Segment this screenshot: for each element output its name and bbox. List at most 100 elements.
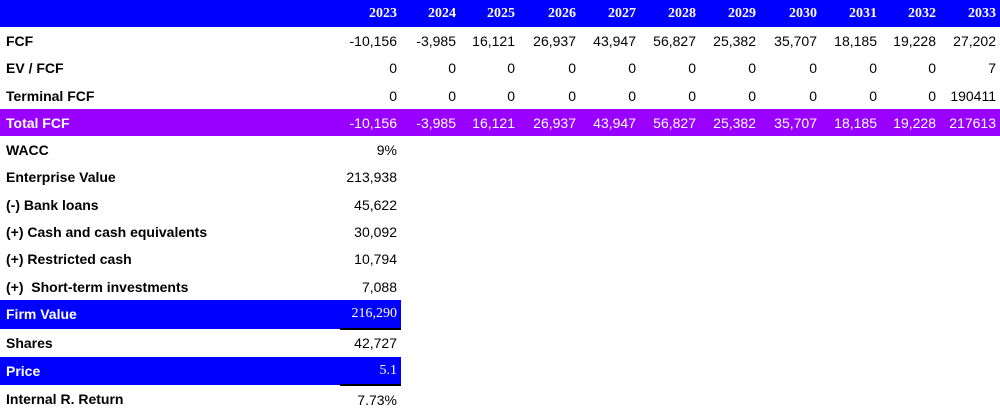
empty-cells xyxy=(401,218,1000,245)
value-cell[interactable]: 7.73% xyxy=(357,391,397,408)
restricted-cash-row: (+) Restricted cash 10,794 xyxy=(0,246,1000,273)
shares-row: Shares 42,727 xyxy=(0,329,1000,357)
empty-cells xyxy=(401,191,1000,218)
value-cell[interactable]: 7 xyxy=(988,60,996,77)
value-cell[interactable]: 0 xyxy=(628,87,636,104)
short-term-investments-row: (+) Short-term investments 7,088 xyxy=(0,273,1000,300)
value-cell[interactable]: 0 xyxy=(568,87,576,104)
year-header-cell[interactable]: 2030 xyxy=(760,0,821,28)
value-cell[interactable]: 0 xyxy=(688,60,696,77)
irr-row: Internal R. Return 7.73% xyxy=(0,385,1000,413)
value-cell[interactable]: 0 xyxy=(628,60,636,77)
value-cell[interactable]: -10,156 xyxy=(349,32,397,49)
value-cell[interactable]: 0 xyxy=(748,60,756,77)
value-cell[interactable]: 0 xyxy=(389,60,397,77)
value-cell[interactable]: 45,622 xyxy=(354,196,397,213)
value-cell[interactable]: 0 xyxy=(448,60,456,77)
row-label[interactable]: Price xyxy=(0,356,340,386)
value-cell[interactable]: 30,092 xyxy=(354,224,397,241)
empty-cells xyxy=(401,300,1000,328)
header-corner-cell[interactable] xyxy=(0,0,340,28)
value-cell[interactable]: 43,947 xyxy=(580,109,640,137)
row-label[interactable]: FCF xyxy=(6,32,34,49)
value-cell[interactable]: 25,382 xyxy=(700,109,760,137)
value-cell[interactable]: -3,985 xyxy=(416,32,456,49)
value-cell[interactable]: 0 xyxy=(507,60,515,77)
value-cell[interactable]: 10,794 xyxy=(354,251,397,268)
year-header-cell[interactable]: 2024 xyxy=(401,0,460,28)
year-header-cell[interactable]: 2027 xyxy=(580,0,640,28)
value-cell[interactable]: 0 xyxy=(869,60,877,77)
value-cell[interactable]: 0 xyxy=(928,87,936,104)
price-row: Price 5.1 xyxy=(0,356,1000,387)
terminal-fcf-row: Terminal FCF 0 0 0 0 0 0 0 0 0 0 190411 xyxy=(0,82,1000,109)
value-cell[interactable]: 0 xyxy=(389,87,397,104)
row-label[interactable]: (+) Short-term investments xyxy=(6,278,189,295)
fcf-row: FCF -10,156 -3,985 16,121 26,937 43,947 … xyxy=(0,27,1000,54)
year-header-cell[interactable]: 2025 xyxy=(460,0,519,28)
value-cell[interactable]: 26,937 xyxy=(519,109,580,137)
cash-equivalents-row: (+) Cash and cash equivalents 30,092 xyxy=(0,218,1000,245)
value-cell[interactable]: 35,707 xyxy=(774,32,817,49)
value-cell[interactable]: 213,938 xyxy=(346,169,397,186)
value-cell[interactable]: 19,228 xyxy=(881,109,940,137)
value-cell[interactable]: 25,382 xyxy=(713,32,756,49)
enterprise-value-row: Enterprise Value 213,938 xyxy=(0,164,1000,191)
row-label[interactable]: Enterprise Value xyxy=(6,169,116,186)
value-cell[interactable]: 16,121 xyxy=(460,109,519,137)
row-label[interactable]: Internal R. Return xyxy=(6,391,124,408)
year-header-cell[interactable]: 2033 xyxy=(940,0,1000,28)
year-header-cell[interactable]: 2026 xyxy=(519,0,580,28)
row-label[interactable]: Total FCF xyxy=(0,109,340,137)
empty-cells xyxy=(401,357,1000,385)
row-label[interactable]: EV / FCF xyxy=(6,60,64,77)
year-header-cell[interactable]: 2023 xyxy=(340,0,401,28)
empty-cells xyxy=(401,246,1000,273)
value-cell[interactable]: 7,088 xyxy=(361,278,397,295)
value-cell[interactable]: -3,985 xyxy=(401,109,460,137)
value-cell[interactable]: -10,156 xyxy=(340,109,401,137)
row-label[interactable]: Firm Value xyxy=(0,300,340,329)
value-cell[interactable]: 0 xyxy=(748,87,756,104)
value-cell[interactable]: 0 xyxy=(448,87,456,104)
value-cell[interactable]: 0 xyxy=(688,87,696,104)
value-cell[interactable]: 0 xyxy=(928,60,936,77)
row-label[interactable]: Terminal FCF xyxy=(6,87,95,104)
value-cell[interactable]: 217613 xyxy=(940,109,1000,137)
row-label[interactable]: (+) Restricted cash xyxy=(6,251,132,268)
value-cell[interactable]: 0 xyxy=(507,87,515,104)
value-cell[interactable]: 0 xyxy=(869,87,877,104)
value-cell[interactable]: 42,727 xyxy=(354,335,397,352)
value-cell[interactable]: 56,827 xyxy=(653,32,696,49)
value-cell[interactable]: 0 xyxy=(809,87,817,104)
value-cell[interactable]: 19,228 xyxy=(893,32,936,49)
value-cell[interactable]: 26,937 xyxy=(533,32,576,49)
value-cell[interactable]: 43,947 xyxy=(593,32,636,49)
value-cell[interactable]: 18,185 xyxy=(834,32,877,49)
row-label[interactable]: WACC xyxy=(6,142,49,159)
value-cell[interactable]: 56,827 xyxy=(640,109,700,137)
year-header-cell[interactable]: 2029 xyxy=(700,0,760,28)
empty-cells xyxy=(401,136,1000,163)
value-cell[interactable]: 35,707 xyxy=(760,109,821,137)
value-cell[interactable]: 0 xyxy=(809,60,817,77)
value-cell[interactable]: 5.1 xyxy=(340,356,401,387)
year-header-row: 2023 2024 2025 2026 2027 2028 2029 2030 … xyxy=(0,0,1000,28)
value-cell[interactable]: 27,202 xyxy=(953,32,996,49)
value-cell[interactable]: 190411 xyxy=(950,87,996,104)
year-header-cell[interactable]: 2031 xyxy=(821,0,881,28)
year-header-cell[interactable]: 2028 xyxy=(640,0,700,28)
value-cell[interactable]: 216,290 xyxy=(340,300,401,330)
value-cell[interactable]: 9% xyxy=(376,142,397,159)
value-cell[interactable]: 18,185 xyxy=(821,109,881,137)
row-label[interactable]: Shares xyxy=(6,334,53,351)
empty-cells xyxy=(401,164,1000,191)
year-header-cell[interactable]: 2032 xyxy=(881,0,940,28)
value-cell[interactable]: 0 xyxy=(568,60,576,77)
row-label[interactable]: (-) Bank loans xyxy=(6,196,99,213)
empty-cells xyxy=(401,329,1000,357)
row-label[interactable]: (+) Cash and cash equivalents xyxy=(6,224,208,241)
value-cell[interactable]: 16,121 xyxy=(472,32,515,49)
total-fcf-row: Total FCF -10,156 -3,985 16,121 26,937 4… xyxy=(0,109,1000,137)
